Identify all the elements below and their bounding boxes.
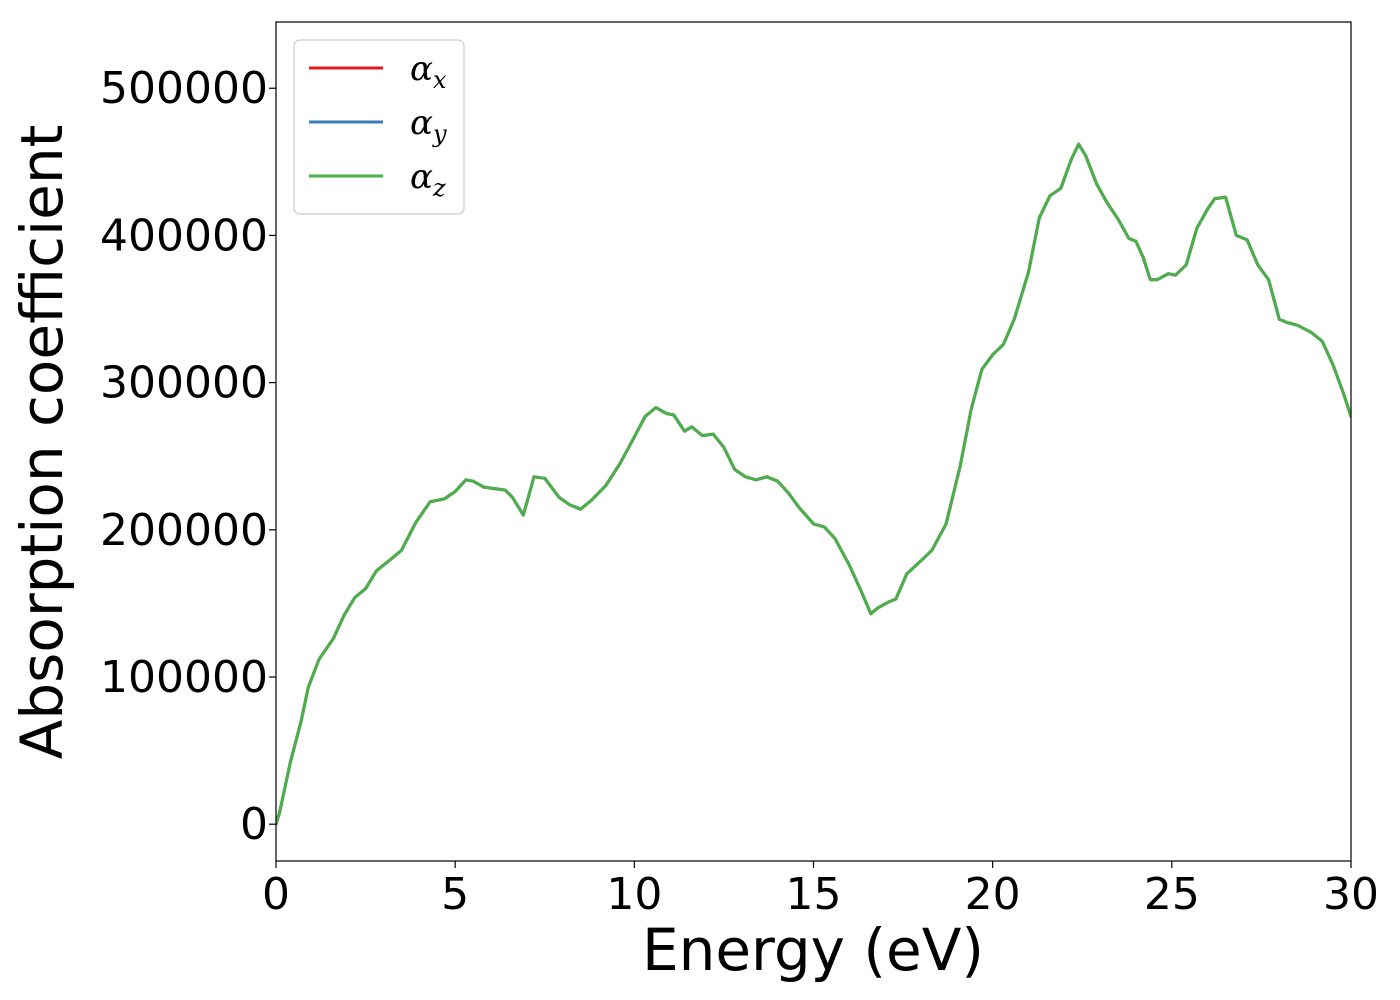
x-axis: 0 5 10 15 20 25 30 [262, 861, 1379, 920]
y-axis-title: Absorption coefficient [8, 125, 76, 760]
x-tick-label: 20 [965, 869, 1021, 920]
y-tick-label: 300000 [100, 358, 268, 409]
x-tick-label: 30 [1323, 869, 1379, 920]
y-tick-label: 200000 [100, 505, 268, 556]
x-tick-label: 25 [1144, 869, 1200, 920]
y-tick-label: 0 [240, 799, 268, 850]
series-line-z [276, 142, 1351, 826]
x-tick-label: 15 [786, 869, 842, 920]
y-tick-label: 100000 [100, 652, 268, 703]
x-tick-label: 5 [441, 869, 469, 920]
y-tick-label: 400000 [100, 210, 268, 261]
series-layer [276, 142, 1351, 826]
legend-label-x: αx [410, 49, 447, 94]
legend-label-y: αy [410, 103, 447, 148]
y-axis: 0 100000 200000 300000 400000 500000 [100, 63, 276, 850]
y-tick-label: 500000 [100, 63, 268, 114]
x-tick-label: 0 [262, 869, 290, 920]
legend-box [293, 39, 465, 215]
x-tick-label: 10 [606, 869, 662, 920]
legend-label-z: αz [410, 157, 446, 202]
legend: αx αy αz [293, 39, 465, 215]
x-axis-title: Energy (eV) [642, 916, 984, 984]
